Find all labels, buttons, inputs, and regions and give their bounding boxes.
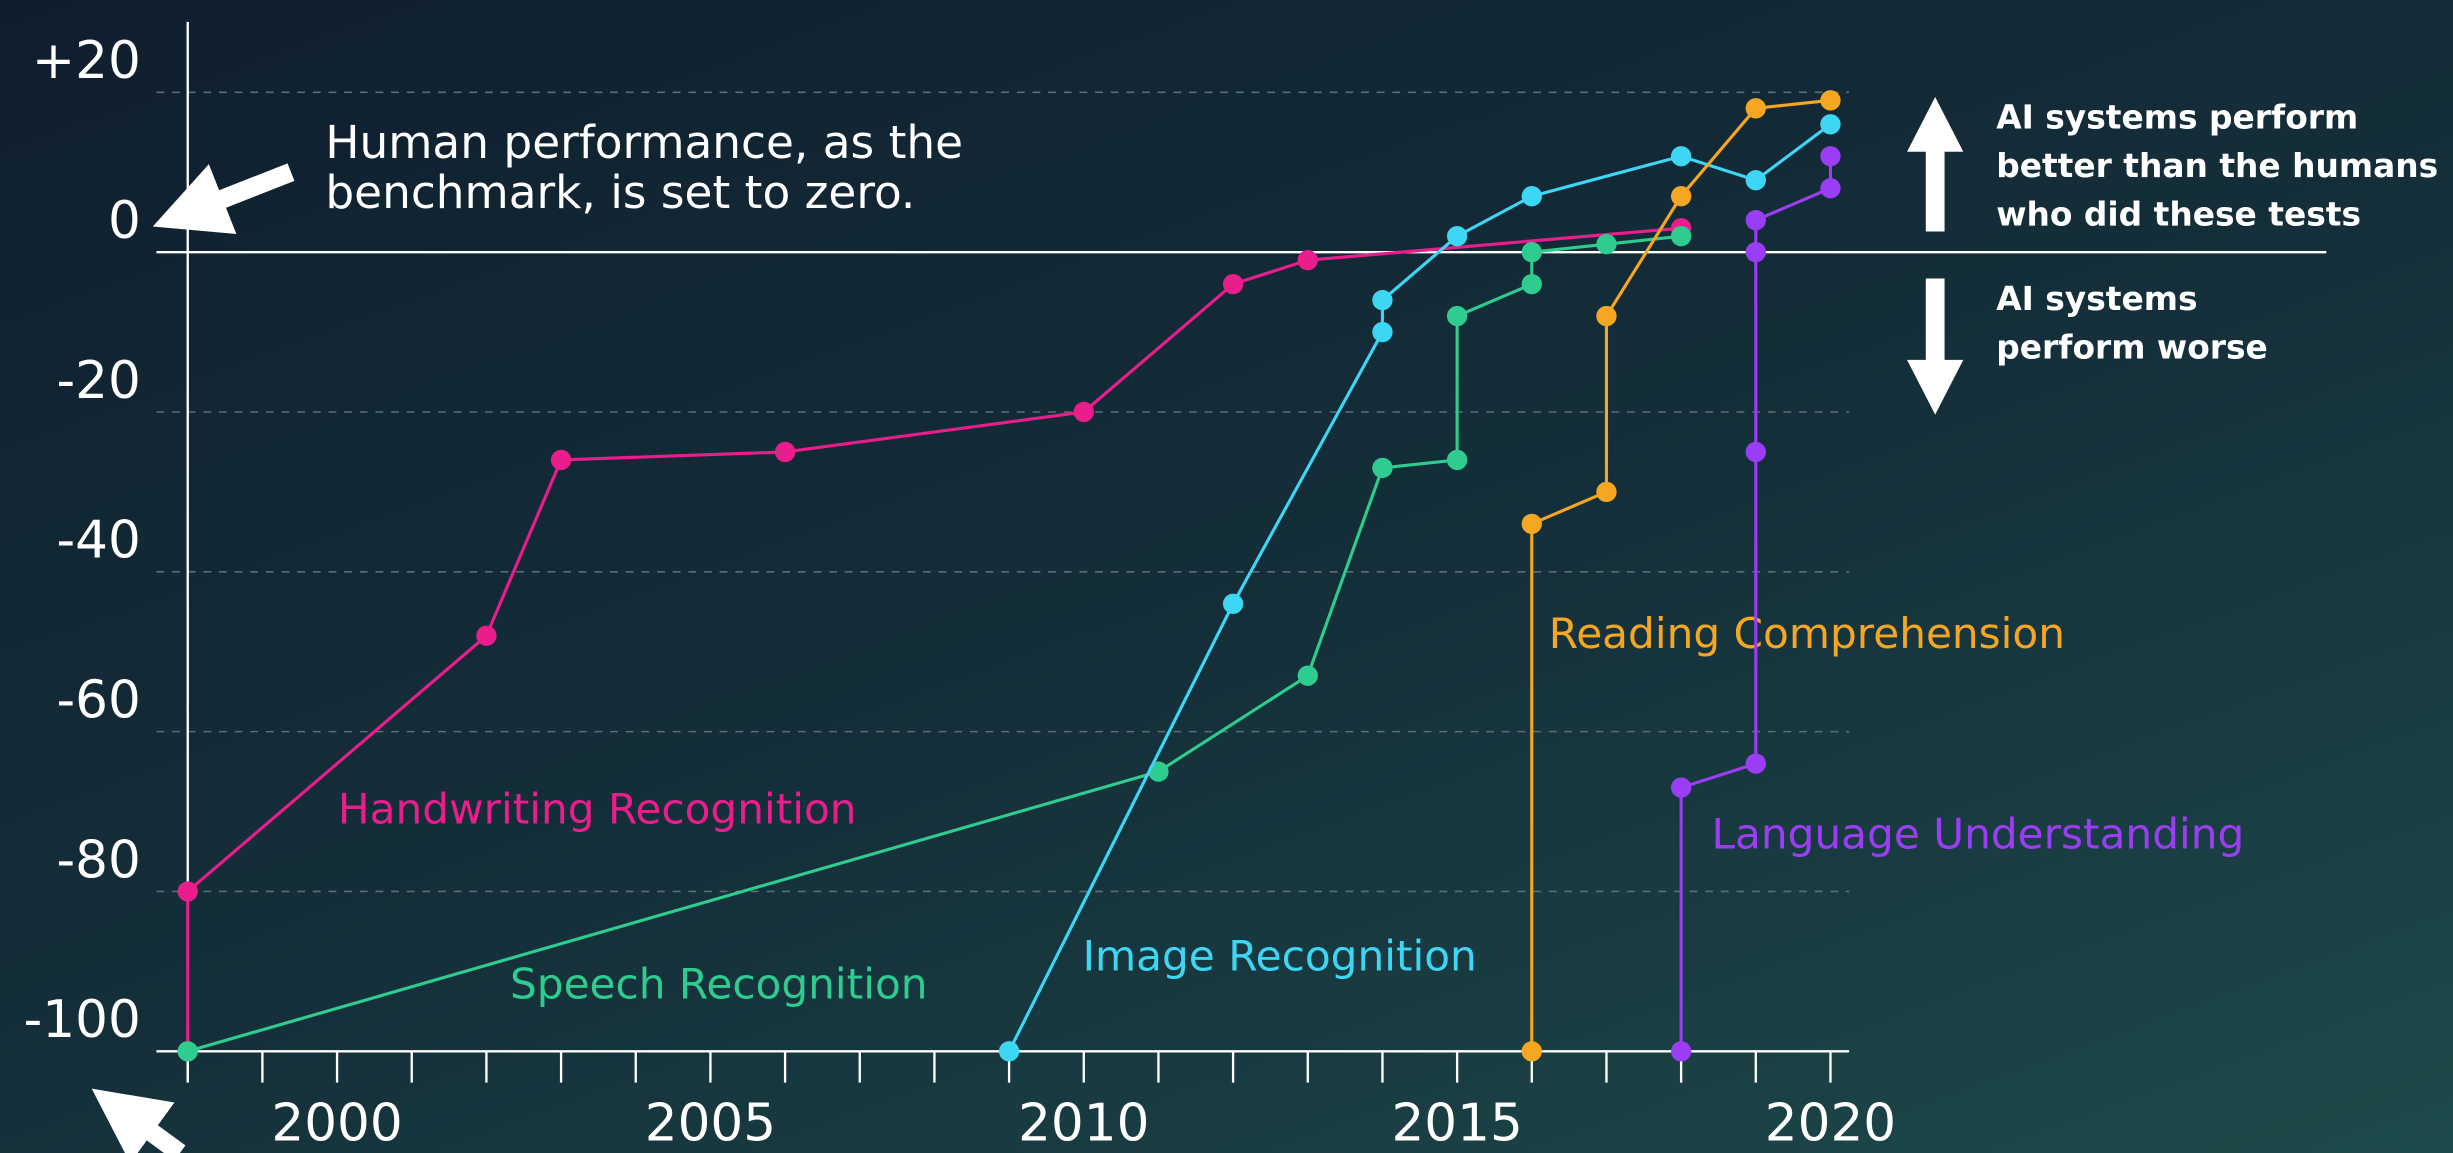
- annotation: who did these tests: [1996, 195, 2361, 233]
- data-point: [1521, 241, 1542, 263]
- data-point: [1820, 178, 1841, 199]
- series-label: Reading Comprehension: [1549, 609, 2065, 658]
- y-tick-label: -20: [57, 351, 141, 411]
- data-point: [1596, 233, 1617, 255]
- data-point: [1670, 777, 1692, 798]
- y-tick-label: +20: [32, 31, 141, 91]
- x-tick-label: 2015: [1391, 1093, 1522, 1153]
- data-point: [476, 625, 497, 646]
- data-point: [1297, 249, 1318, 271]
- annotation: Human performance, as the: [325, 116, 963, 169]
- data-point: [1372, 321, 1393, 343]
- annotation: AI systems perform: [1996, 98, 2358, 136]
- data-point: [1596, 305, 1617, 327]
- y-tick-label: -80: [57, 830, 141, 890]
- down-arrow: [1907, 278, 1964, 415]
- data-point: [1670, 225, 1692, 247]
- data-point: [1521, 186, 1542, 207]
- data-point: [550, 449, 572, 471]
- data-point: [1670, 186, 1692, 207]
- y-tick-label: -60: [57, 670, 141, 730]
- series-line: [1679, 156, 1833, 1052]
- data-point: [1670, 1041, 1692, 1062]
- origin-arrow: [91, 1088, 186, 1153]
- x-tick-label: 2005: [645, 1093, 776, 1153]
- up-arrow: [1907, 97, 1964, 232]
- arrows: [91, 97, 1964, 1153]
- data-point: [1820, 90, 1841, 111]
- data-point: [1521, 273, 1542, 295]
- annotation: better than the humans: [1996, 147, 2438, 185]
- data-point: [1745, 753, 1766, 774]
- data-point: [1745, 98, 1766, 119]
- data-point: [1521, 1041, 1542, 1062]
- series-line: [187, 234, 1682, 1053]
- data-point: [177, 1041, 198, 1062]
- x-tick-label: 2010: [1018, 1093, 1149, 1153]
- y-tick-label: -40: [57, 511, 141, 571]
- data-point: [1372, 457, 1393, 479]
- y-tick-label: 0: [108, 191, 141, 251]
- data-point: [1446, 449, 1468, 471]
- annotation: AI systems: [1996, 280, 2197, 318]
- x-tick-label: 2020: [1765, 1093, 1896, 1153]
- data-point: [774, 441, 796, 463]
- data-point: [1670, 146, 1692, 167]
- data-point: [1446, 225, 1468, 247]
- data-point: [1372, 289, 1393, 311]
- series-label: Language Understanding: [1711, 809, 2244, 858]
- data-point: [1521, 513, 1542, 535]
- annotation: benchmark, is set to zero.: [325, 166, 915, 219]
- data-point: [1297, 665, 1318, 686]
- data-point: [1745, 170, 1766, 191]
- data-point: [1073, 401, 1094, 423]
- series-label: Speech Recognition: [510, 960, 928, 1009]
- x-tick-label: 2000: [271, 1093, 402, 1153]
- data-point: [1820, 146, 1841, 167]
- data-point: [1745, 241, 1766, 263]
- y-tick-label: -100: [24, 990, 141, 1050]
- data-point: [1222, 593, 1244, 614]
- series-label: Handwriting Recognition: [338, 784, 857, 833]
- data-point: [1222, 273, 1244, 295]
- series-label: Image Recognition: [1083, 931, 1477, 980]
- data-point: [177, 881, 198, 902]
- data-point: [1745, 441, 1766, 463]
- series-line: [1007, 123, 1832, 1052]
- annotation: perform worse: [1996, 328, 2268, 366]
- data-point: [998, 1041, 1020, 1062]
- benchmark-arrow: [152, 163, 295, 234]
- data-point: [1820, 114, 1841, 135]
- data-point: [1596, 481, 1617, 503]
- data-point: [1745, 210, 1766, 231]
- data-point: [1446, 305, 1468, 327]
